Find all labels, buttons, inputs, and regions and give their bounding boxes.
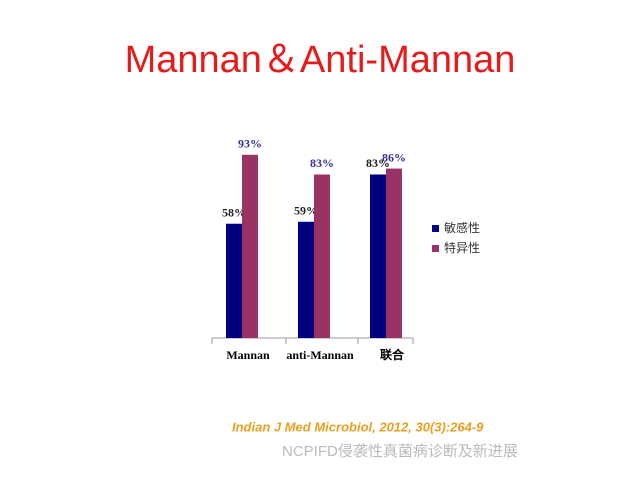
legend-swatch xyxy=(432,245,439,252)
bar xyxy=(314,174,330,338)
bar xyxy=(226,223,242,338)
slide-title: Mannan＆Anti-Mannan xyxy=(125,39,516,81)
legend-label: 特异性 xyxy=(444,240,480,255)
value-label: 58% xyxy=(222,205,246,219)
legend-label: 敏感性 xyxy=(444,220,480,235)
watermark: NCPIFD侵袭性真菌病诊断及新进展 xyxy=(282,442,518,460)
value-label: 86% xyxy=(382,150,406,164)
value-label: 83% xyxy=(366,156,390,170)
value-label: 59% xyxy=(294,204,318,218)
citation: Indian J Med Microbiol, 2012, 30(3):264-… xyxy=(232,419,484,434)
value-label: 93% xyxy=(238,137,262,151)
x-tick-label: Mannan xyxy=(226,348,270,362)
bar xyxy=(242,154,258,338)
x-tick-label: 联合 xyxy=(380,347,405,362)
value-label: 83% xyxy=(310,156,334,170)
bar xyxy=(370,174,386,338)
legend-swatch xyxy=(432,225,439,232)
x-tick-label: anti-Mannan xyxy=(286,348,354,362)
bar xyxy=(298,221,314,338)
bar xyxy=(386,168,402,338)
